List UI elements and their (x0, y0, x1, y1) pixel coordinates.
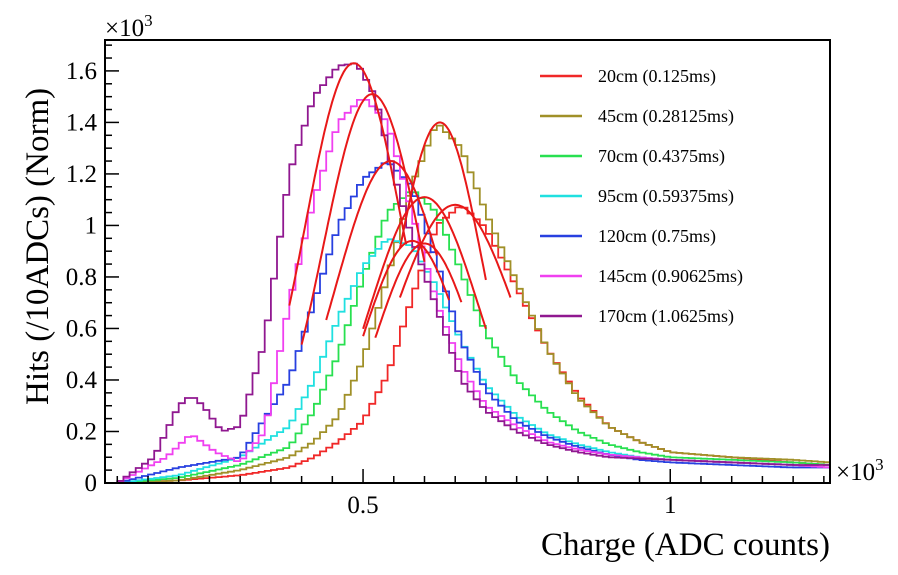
y-tick-label: 1.4 (66, 109, 98, 136)
y-axis-title: Hits (/10ADCs) (Norm) (20, 88, 56, 405)
fit-curve-45cm-0-28125ms (398, 121, 487, 281)
series-45cm-0-28125ms (105, 124, 830, 484)
y-multiplier-label: ×103 (105, 11, 153, 42)
fit-layer (288, 62, 512, 345)
fit-curve-20cm-0-125ms (398, 203, 512, 298)
x-tick-label: 1 (664, 492, 677, 519)
legend-label: 120cm (0.75ms) (598, 226, 716, 247)
y-tick-label: 0 (85, 470, 98, 497)
plot-frame (104, 39, 831, 484)
y-tick-label: 1 (85, 212, 98, 239)
legend-label: 45cm (0.28125ms) (598, 106, 734, 127)
series-layer (105, 62, 830, 484)
fit-curve-145cm-0-90625ms (300, 93, 426, 345)
tick-layer: 0 0.2 0.4 0.6 0.8 1 1.2 1.4 1.6 0.5 1 (66, 44, 825, 519)
fit-curve-secondary (374, 242, 463, 339)
y-tick-label: 0.4 (66, 367, 98, 394)
legend-label: 70cm (0.4375ms) (598, 146, 725, 167)
y-tick-label: 1.2 (66, 161, 97, 188)
series-120cm-0-75ms (105, 162, 830, 484)
fit-curve-120cm-0-75ms (325, 160, 438, 321)
fit-curve-70cm-0-4375ms (362, 196, 487, 330)
y-tick-label: 0.8 (66, 264, 97, 291)
legend-label: 95cm (0.59375ms) (598, 186, 734, 207)
legend-label: 170cm (1.0625ms) (598, 306, 734, 327)
series-70cm-0-4375ms (105, 191, 830, 484)
legend-label: 20cm (0.125ms) (598, 66, 716, 87)
x-axis-title: Charge (ADC counts) (541, 527, 830, 563)
y-tick-label: 0.6 (66, 315, 97, 342)
x-tick-label: 0.5 (347, 492, 378, 519)
y-tick-label: 1.6 (66, 58, 97, 85)
legend: 20cm (0.125ms) 45cm (0.28125ms) 70cm (0.43… (540, 66, 743, 327)
legend-label: 145cm (0.90625ms) (598, 266, 743, 287)
series-170cm-1-0625ms (105, 62, 830, 484)
fit-curve-170cm-1-0625ms (288, 62, 408, 306)
y-tick-label: 0.2 (66, 418, 97, 445)
x-multiplier-label: ×103 (836, 455, 884, 486)
